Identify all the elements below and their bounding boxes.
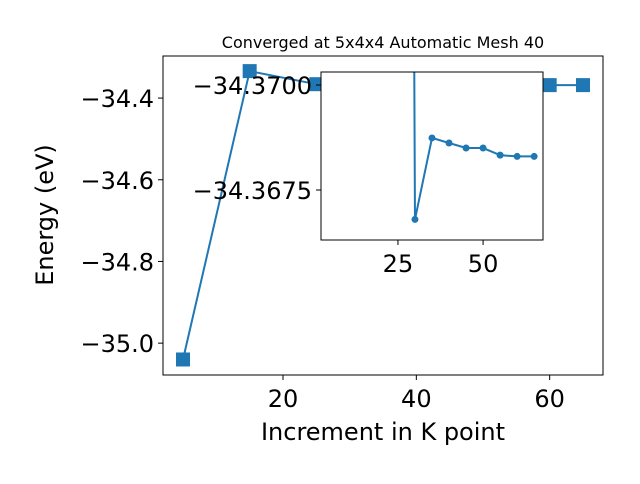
y-tick-label: −34.8 [80, 248, 154, 276]
chart-title: Converged at 5x4x4 Automatic Mesh 40 [222, 33, 544, 52]
x-tick-label: 50 [468, 250, 499, 278]
marker [410, 0, 417, 5]
marker [242, 64, 257, 79]
y-tick-label: −34.3675 [193, 177, 312, 205]
y-tick-label: −34.4 [80, 85, 154, 113]
marker [479, 144, 487, 152]
marker [462, 144, 470, 152]
x-tick-label: 20 [268, 385, 299, 413]
x-tick-label: 60 [534, 385, 565, 413]
y-tick-label: −34.6 [80, 167, 154, 195]
axes-frame [162, 55, 604, 376]
x-axis-label: Increment in K point [261, 418, 505, 446]
x-tick-label: 25 [383, 250, 414, 278]
marker [309, 77, 324, 92]
axes-frame [320, 71, 544, 241]
plot-content [410, 0, 538, 223]
marker [445, 139, 453, 147]
marker [496, 151, 504, 159]
marker [576, 78, 590, 93]
marker [542, 78, 557, 93]
y-tick-label: −35.0 [80, 330, 154, 358]
marker [411, 215, 419, 223]
x-tick-label: 40 [401, 385, 432, 413]
marker [176, 352, 190, 367]
marker [513, 152, 521, 160]
marker [428, 134, 436, 142]
y-axis-label: Energy (eV) [31, 144, 59, 286]
marker [530, 152, 538, 160]
y-tick-label: −34.3700 [193, 72, 312, 100]
